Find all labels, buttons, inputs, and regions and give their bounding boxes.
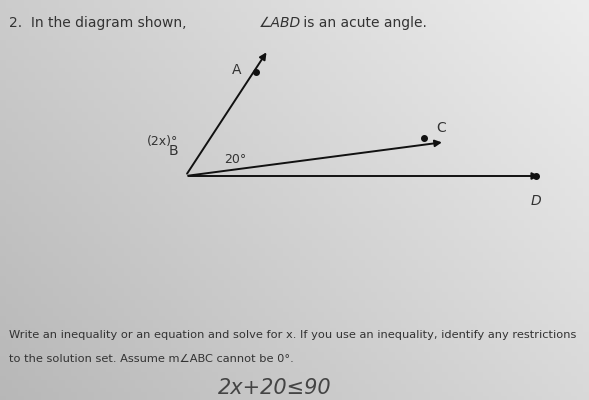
Text: C: C [436,121,446,135]
Text: 2x+20≤90: 2x+20≤90 [218,378,332,398]
Text: ∠ABD: ∠ABD [259,16,302,30]
Text: is an acute angle.: is an acute angle. [299,16,427,30]
Text: A: A [232,63,241,77]
Text: Write an inequality or an equation and solve for x. If you use an inequality, id: Write an inequality or an equation and s… [9,330,576,340]
Text: B: B [169,144,178,158]
Text: D: D [531,194,541,208]
Text: (2x)°: (2x)° [147,136,178,148]
Text: 2.  In the diagram shown,: 2. In the diagram shown, [9,16,191,30]
Text: to the solution set. Assume m∠ABC cannot be 0°.: to the solution set. Assume m∠ABC cannot… [9,354,293,364]
Text: 20°: 20° [224,154,246,166]
